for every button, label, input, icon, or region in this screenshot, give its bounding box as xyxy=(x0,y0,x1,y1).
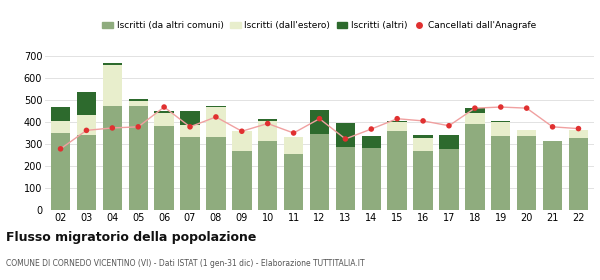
Bar xyxy=(491,121,511,122)
Point xyxy=(56,147,65,151)
Text: Flusso migratorio della popolazione: Flusso migratorio della popolazione xyxy=(6,231,256,244)
Bar xyxy=(465,113,485,124)
Bar xyxy=(388,131,407,210)
Point xyxy=(418,119,428,123)
Bar xyxy=(465,108,485,113)
Bar xyxy=(103,63,122,65)
Point xyxy=(548,125,557,129)
Bar xyxy=(362,148,381,210)
Bar xyxy=(388,121,407,122)
Bar xyxy=(206,106,226,107)
Bar xyxy=(258,121,277,141)
Point xyxy=(574,126,583,131)
Bar xyxy=(517,130,536,136)
Legend: Iscritti (da altri comuni), Iscritti (dall'estero), Iscritti (altri), Cancellati: Iscritti (da altri comuni), Iscritti (da… xyxy=(99,17,540,34)
Point xyxy=(470,106,479,110)
Point xyxy=(263,121,272,126)
Point xyxy=(315,116,325,121)
Bar xyxy=(128,106,148,210)
Point xyxy=(496,105,506,109)
Bar xyxy=(284,137,304,154)
Bar xyxy=(154,126,174,210)
Bar xyxy=(181,125,200,137)
Bar xyxy=(77,92,96,115)
Bar xyxy=(206,107,226,137)
Point xyxy=(160,105,169,109)
Bar xyxy=(51,133,70,210)
Bar xyxy=(569,130,588,138)
Bar xyxy=(413,135,433,138)
Bar xyxy=(413,151,433,210)
Point xyxy=(107,126,117,130)
Point xyxy=(133,125,143,129)
Bar xyxy=(439,149,458,210)
Bar xyxy=(335,147,355,210)
Bar xyxy=(388,122,407,131)
Bar xyxy=(181,111,200,125)
Bar xyxy=(362,136,381,148)
Bar xyxy=(103,106,122,210)
Bar xyxy=(439,135,458,149)
Bar xyxy=(310,110,329,134)
Bar xyxy=(284,154,304,210)
Bar xyxy=(77,115,96,135)
Bar xyxy=(258,141,277,210)
Point xyxy=(444,123,454,128)
Point xyxy=(289,131,298,135)
Bar xyxy=(154,113,174,126)
Bar xyxy=(491,122,511,136)
Point xyxy=(82,128,91,133)
Text: COMUNE DI CORNEDO VICENTINO (VI) - Dati ISTAT (1 gen-31 dic) - Elaborazione TUTT: COMUNE DI CORNEDO VICENTINO (VI) - Dati … xyxy=(6,259,365,268)
Bar xyxy=(517,136,536,210)
Bar xyxy=(335,123,355,147)
Bar xyxy=(181,137,200,210)
Bar xyxy=(103,65,122,106)
Bar xyxy=(154,111,174,113)
Bar xyxy=(413,138,433,151)
Bar xyxy=(77,135,96,210)
Point xyxy=(341,137,350,141)
Bar xyxy=(128,101,148,106)
Bar xyxy=(51,121,70,133)
Point xyxy=(367,127,376,131)
Point xyxy=(522,106,532,110)
Bar xyxy=(465,124,485,210)
Point xyxy=(211,115,221,119)
Bar xyxy=(491,136,511,210)
Point xyxy=(185,125,195,129)
Bar xyxy=(232,131,251,151)
Point xyxy=(237,129,247,134)
Bar xyxy=(258,119,277,121)
Bar xyxy=(51,107,70,121)
Bar xyxy=(232,151,251,210)
Bar xyxy=(543,141,562,210)
Bar xyxy=(310,134,329,210)
Bar xyxy=(206,137,226,210)
Bar xyxy=(569,138,588,210)
Bar xyxy=(128,99,148,101)
Point xyxy=(392,116,402,121)
